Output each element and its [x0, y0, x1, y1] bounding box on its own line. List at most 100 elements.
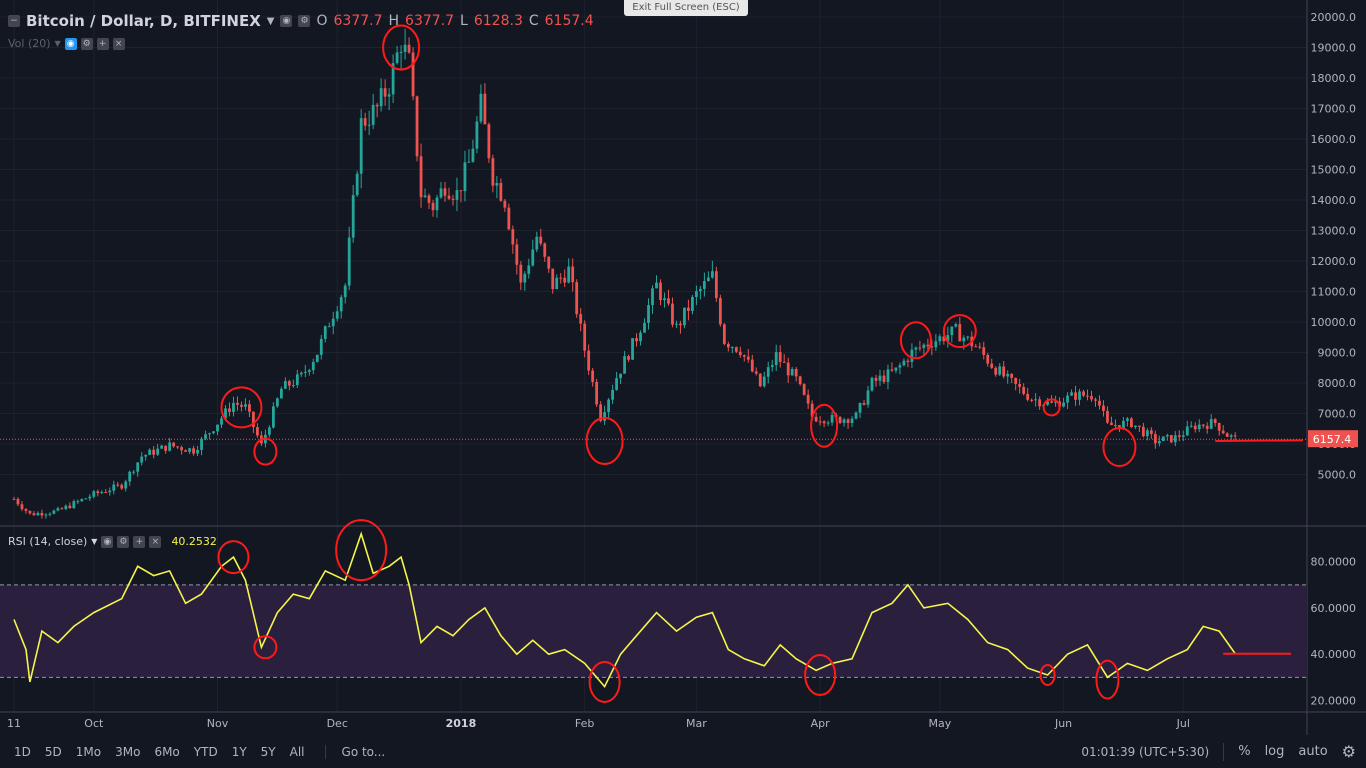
close-icon[interactable]: ×	[112, 37, 125, 50]
candle-body	[846, 419, 850, 423]
chart-canvas[interactable]: 11 Oct Nov Dec 2018 Feb Mar Apr May Jun Jul 5000.0 6…	[0, 0, 1366, 735]
timeframe-5y[interactable]: 5Y	[260, 744, 276, 759]
candle-body	[722, 324, 726, 344]
candle-body	[647, 305, 650, 323]
gear-icon[interactable]: ⚙	[1341, 742, 1356, 761]
candle-body	[144, 454, 148, 457]
candle-body	[1130, 418, 1133, 428]
annotation-circle	[588, 660, 621, 703]
rsi-label[interactable]: RSI (14, close)	[8, 535, 88, 548]
candle-body	[750, 359, 754, 372]
annotation-circle	[1102, 427, 1137, 468]
ohlc-low-label: L	[460, 13, 468, 29]
timeframe-ytd[interactable]: YTD	[193, 744, 218, 759]
candle-body	[216, 424, 219, 432]
candle-body	[391, 63, 395, 95]
candle-body	[411, 52, 415, 97]
timeframe-3mo[interactable]: 3Mo	[115, 744, 141, 759]
eye-icon[interactable]: ◉	[280, 15, 293, 27]
candle-body	[631, 338, 634, 360]
volume-legend: Vol (20) ▼ ◉ ⚙ + ×	[8, 37, 125, 50]
plus-icon[interactable]: +	[96, 37, 109, 50]
y-tick-label: 14000.0	[1311, 194, 1357, 207]
candle-body	[84, 498, 88, 500]
candle-body	[176, 446, 180, 448]
candle-body	[1046, 401, 1049, 405]
volume-label[interactable]: Vol (20)	[8, 37, 51, 50]
candle-body	[822, 421, 826, 424]
candle-body	[838, 416, 842, 423]
candle-body	[491, 158, 495, 186]
timeframe-5d[interactable]: 5D	[44, 744, 62, 759]
auto-toggle[interactable]: auto	[1298, 744, 1328, 759]
candle-body	[40, 512, 44, 516]
chevron-down-icon[interactable]: ▼	[91, 537, 98, 546]
candle-body	[363, 118, 367, 126]
annotation-circle	[1095, 659, 1120, 700]
candle-body	[423, 195, 427, 198]
close-icon[interactable]: ×	[149, 535, 162, 548]
candle-body	[603, 412, 607, 421]
candle-body	[403, 44, 407, 52]
candle-body	[1002, 366, 1006, 377]
candle-body	[279, 388, 283, 399]
candle-body	[120, 484, 124, 489]
candle-body	[742, 355, 746, 357]
candle-body	[535, 236, 539, 250]
ohlc-open-value: 6377.7	[333, 13, 383, 29]
candle-body	[1221, 430, 1225, 434]
candle-body	[287, 381, 291, 386]
chevron-down-icon[interactable]: ▼	[266, 15, 275, 27]
timeframe-all[interactable]: All	[289, 744, 305, 759]
candle-body	[483, 93, 487, 125]
candle-body	[407, 44, 411, 53]
candle-body	[212, 431, 215, 434]
symbol-title[interactable]: Bitcoin / Dollar, D, BITFINEX	[26, 12, 261, 30]
goto-button[interactable]: Go to...	[324, 744, 385, 759]
annotation-circle	[899, 321, 932, 360]
candle-body	[1217, 423, 1221, 431]
candle-body	[455, 190, 459, 200]
ohlc-low-value: 6128.3	[473, 13, 523, 29]
candle-body	[395, 52, 399, 64]
settings-small-icon[interactable]: ⚙	[117, 535, 130, 548]
percent-toggle[interactable]: %	[1238, 744, 1251, 759]
y-tick-label: 9000.0	[1318, 347, 1357, 360]
collapse-icon[interactable]: −	[8, 15, 20, 27]
chevron-down-icon[interactable]: ▼	[54, 39, 61, 48]
candle-body	[878, 375, 882, 381]
candle-body	[555, 277, 559, 290]
clock-readout[interactable]: 01:01:39 (UTC+5:30)	[1081, 744, 1210, 759]
settings-small-icon[interactable]: ⚙	[80, 37, 93, 50]
log-toggle[interactable]: log	[1264, 744, 1285, 759]
candle-body	[96, 491, 100, 494]
candle-body	[236, 402, 239, 405]
plus-icon[interactable]: +	[133, 535, 146, 548]
candle-body	[80, 498, 84, 502]
candle-body	[930, 346, 934, 348]
timeframe-6mo[interactable]: 6Mo	[154, 744, 180, 759]
candle-body	[168, 442, 172, 451]
timeframe-1d[interactable]: 1D	[14, 744, 31, 759]
candle-body	[671, 303, 674, 325]
candle-body	[635, 338, 638, 342]
timeframe-1y[interactable]: 1Y	[231, 744, 247, 759]
annotation-circle	[1042, 398, 1061, 417]
x-tick-label: Oct	[84, 717, 104, 730]
settings-small-icon[interactable]: ⚙	[298, 15, 311, 27]
candle-body	[926, 344, 930, 347]
candle-body	[104, 492, 108, 494]
candle-body	[20, 504, 24, 510]
annotation-circle	[1039, 664, 1056, 686]
candle-body	[224, 408, 227, 419]
rsi-legend: RSI (14, close) ▼ ◉ ⚙ + × 40.2532	[8, 535, 217, 548]
timeframe-1mo[interactable]: 1Mo	[75, 744, 102, 759]
y-tick-label: 12000.0	[1311, 255, 1357, 268]
candle-body	[427, 195, 431, 203]
candle-body	[184, 450, 187, 452]
eye-icon[interactable]: ◉	[64, 37, 77, 50]
exit-fullscreen-button[interactable]: Exit Full Screen (ESC)	[624, 0, 748, 16]
eye-icon[interactable]: ◉	[101, 535, 114, 548]
y-tick-label: 18000.0	[1311, 72, 1357, 85]
